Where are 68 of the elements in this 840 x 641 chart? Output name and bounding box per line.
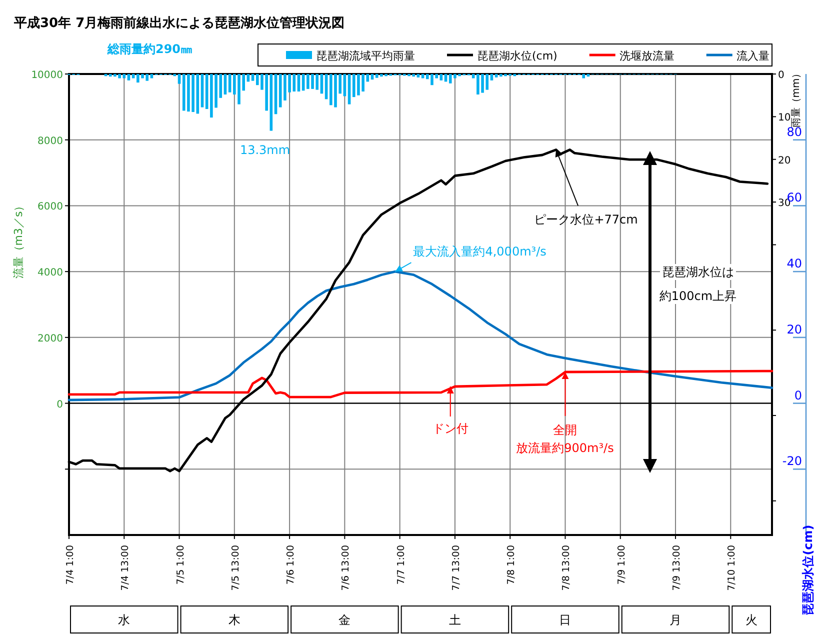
- x-tick-label: 7/6 1:00: [286, 545, 297, 585]
- bar: [224, 74, 227, 94]
- annotation: 琵琶湖水位は: [662, 265, 734, 279]
- bar: [416, 74, 420, 78]
- legend-label: 流入量: [736, 50, 770, 62]
- text: 水: [118, 613, 130, 627]
- x-tick-label: 7/8 13:00: [561, 545, 572, 591]
- y3-tick-label: -20: [782, 454, 802, 468]
- text: 土: [448, 613, 461, 627]
- x-tick-label: 7/10 1:00: [726, 545, 738, 591]
- y3-tick-label: 40: [786, 256, 802, 271]
- annotation: 放流量約900m³/s: [516, 441, 614, 455]
- annotation: 13.3mm: [240, 143, 290, 157]
- bar: [127, 74, 130, 80]
- bar: [132, 74, 135, 78]
- bar: [348, 74, 351, 104]
- bar: [490, 74, 494, 80]
- y2-tick-label: 0: [778, 70, 784, 81]
- y3-axis-title: 琵琶湖水位(cm): [801, 524, 815, 616]
- y-tick-label: 4000: [38, 268, 63, 279]
- y3-tick-label: 20: [786, 322, 802, 336]
- bar: [494, 74, 498, 78]
- y-tick-label: 0: [56, 399, 63, 410]
- text: 日: [559, 613, 572, 627]
- annotation: ドン付: [432, 421, 468, 436]
- annotation: ピーク水位+77cm: [534, 212, 638, 227]
- bar: [251, 74, 254, 81]
- text: 月: [670, 613, 682, 627]
- y2-axis-title: 雨量（mm）: [791, 68, 802, 128]
- y-tick-label: 6000: [38, 202, 63, 213]
- x-tick-label: 7/5 13:00: [230, 545, 242, 591]
- y-axis-title: 流量（m3／s）: [12, 200, 25, 279]
- x-tick-label: 7/6 13:00: [340, 545, 352, 591]
- x-tick-label: 7/7 13:00: [450, 545, 462, 591]
- y-tick-label: 8000: [38, 136, 63, 147]
- x-tick-label: 7/7 1:00: [396, 545, 407, 585]
- text: 木: [228, 613, 240, 627]
- annotation: 全開: [553, 423, 578, 438]
- x-tick-label: 7/8 1:00: [506, 545, 518, 585]
- y-tick-label: 10000: [31, 70, 63, 81]
- y2-tick-label: 30: [778, 198, 791, 210]
- x-tick-label: 7/5 1:00: [175, 545, 186, 585]
- x-tick-label: 7/4 1:00: [65, 545, 76, 585]
- x-tick-label: 7/9 1:00: [616, 545, 628, 585]
- annotation: 約100cm上昇: [659, 289, 737, 303]
- x-tick-label: 7/9 13:00: [672, 545, 683, 591]
- bar: [228, 74, 232, 92]
- bar: [375, 74, 378, 78]
- chart-title: 平成30年 7月梅雨前線出水による琵琶湖水位管理状況図: [13, 16, 345, 31]
- annotation: 最大流入量約4,000m³/s: [413, 244, 546, 259]
- bar: [421, 74, 424, 78]
- y-tick-label: 2000: [38, 333, 63, 344]
- x-tick-label: 7/4 13:00: [120, 545, 132, 591]
- bar: [150, 74, 154, 78]
- y2-tick-label: 20: [778, 155, 791, 166]
- bar: [178, 74, 181, 84]
- text: 総雨量約290㎜: [106, 42, 193, 56]
- bar: [200, 74, 204, 108]
- legend-label: 洗堰放流量: [619, 50, 674, 62]
- text: 金: [338, 613, 351, 627]
- y3-tick-label: 0: [794, 388, 802, 402]
- y2-tick-label: 10: [778, 112, 791, 124]
- legend-label: 琵琶湖水位(cm): [477, 50, 558, 62]
- legend-label: 琵琶湖流域平均雨量: [316, 50, 415, 62]
- bar: [472, 74, 475, 78]
- bar: [270, 74, 273, 131]
- text: 火: [745, 613, 758, 627]
- bar: [440, 74, 443, 80]
